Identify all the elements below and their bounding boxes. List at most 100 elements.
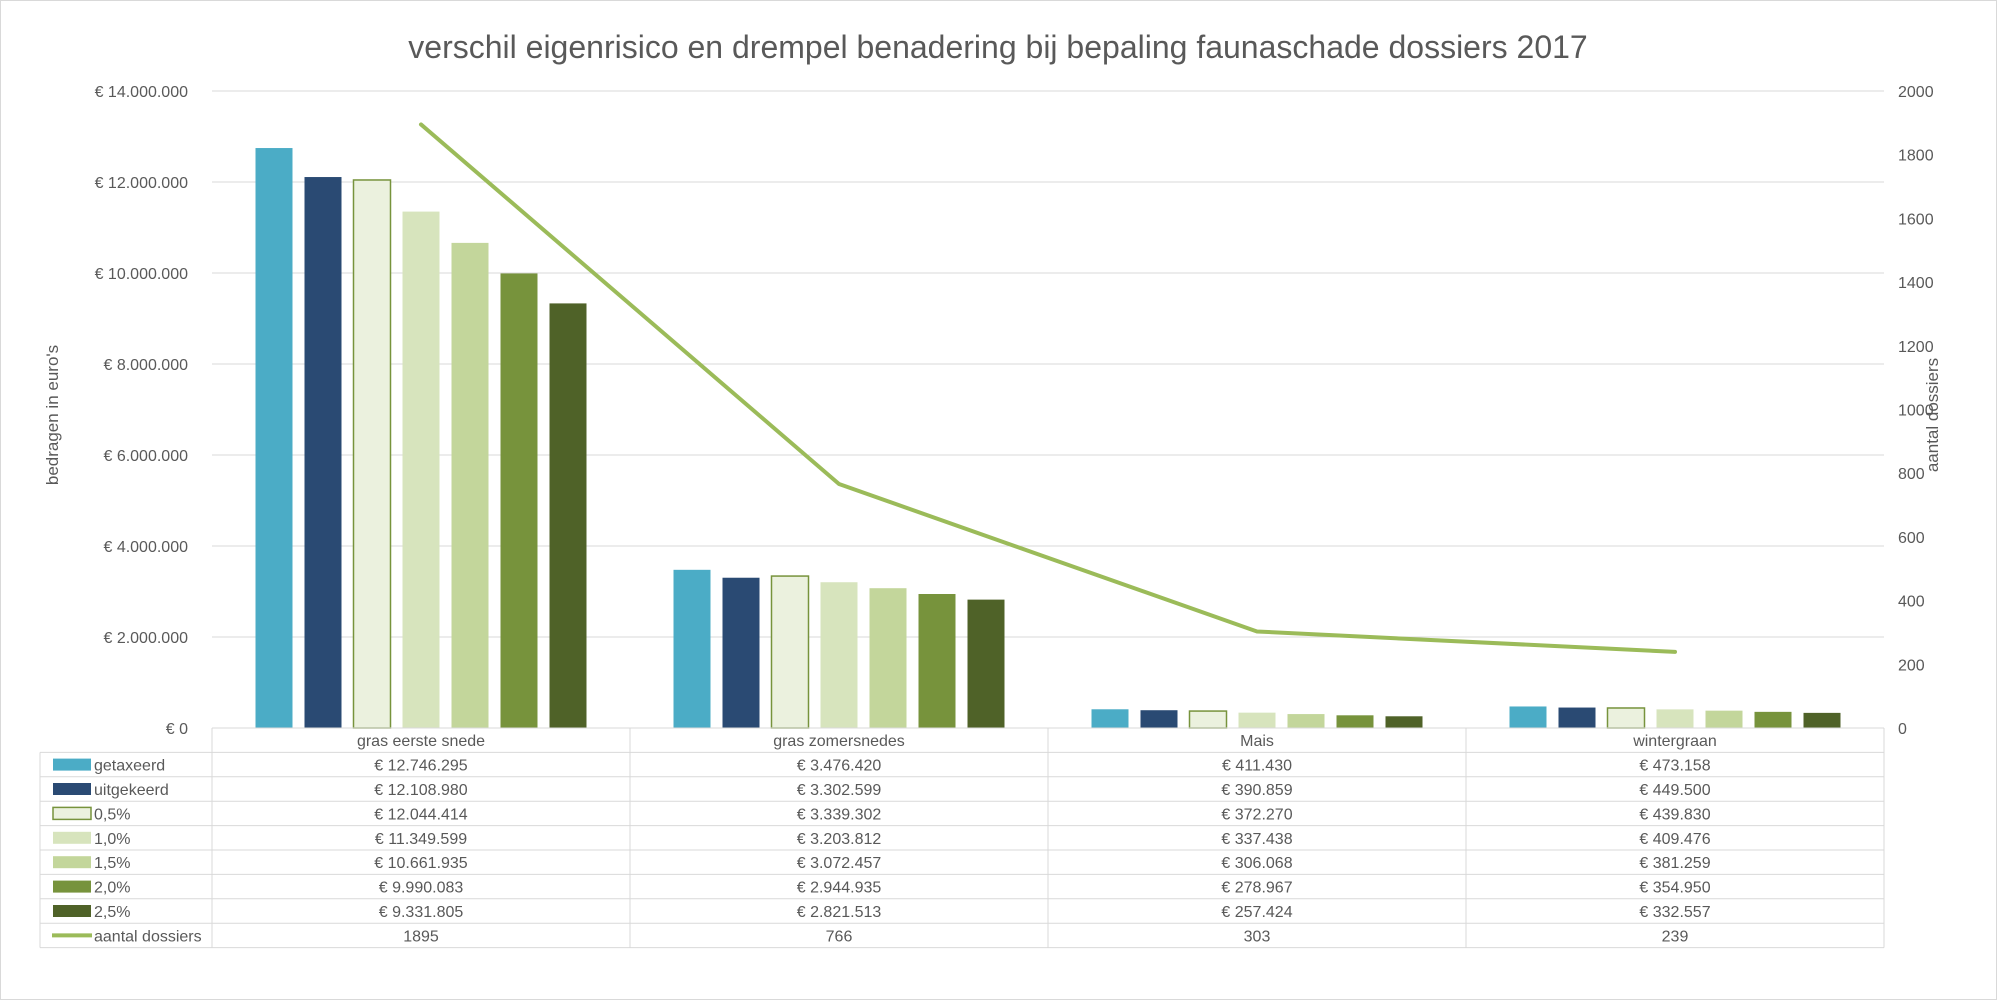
- legend-key: [53, 905, 91, 917]
- bar: [1754, 711, 1792, 728]
- bar: [1803, 712, 1841, 728]
- legend-entry: 2,0%: [94, 880, 130, 897]
- secondary-y-axis-ticks: 0 200 400 600 800 1000 1200 1400 1600 1800 2000: [1898, 84, 1934, 738]
- data-label: € 332.557: [1639, 904, 1710, 921]
- bar: [451, 242, 489, 728]
- data-table: gras eerste snede gras zomersnedes Mais win…: [39, 727, 1885, 949]
- data-label: € 257.424: [1221, 904, 1292, 921]
- data-label: € 381.259: [1639, 855, 1710, 872]
- legend-entry: uitgekeerd: [94, 782, 169, 799]
- data-label: € 3.203.812: [797, 831, 882, 848]
- secondary-y-tick-label: 200: [1898, 657, 1925, 674]
- secondary-y-tick-label: 1600: [1898, 211, 1934, 228]
- category-label: gras zomersnedes: [773, 733, 905, 750]
- bar: [1091, 709, 1129, 728]
- data-label: € 11.349.599: [375, 831, 467, 848]
- y-tick-label: € 10.000.000: [95, 266, 189, 283]
- bar: [918, 594, 956, 728]
- data-label: € 411.430: [1222, 758, 1292, 775]
- bar: [722, 577, 760, 728]
- bar: [1140, 710, 1178, 728]
- secondary-y-tick-label: 1000: [1898, 403, 1934, 420]
- y-tick-label: € 0: [166, 721, 188, 738]
- data-label: € 10.661.935: [374, 855, 468, 872]
- line-series: [419, 122, 1677, 654]
- category-label: Mais: [1240, 733, 1274, 750]
- secondary-y-tick-label: 600: [1898, 530, 1925, 547]
- data-label: 303: [1244, 928, 1271, 945]
- data-label: € 409.476: [1639, 831, 1710, 848]
- y-tick-label: € 6.000.000: [103, 448, 188, 465]
- y-tick-label: € 12.000.000: [95, 175, 189, 192]
- data-label: € 473.158: [1639, 758, 1710, 775]
- secondary-y-tick-label: 400: [1898, 594, 1925, 611]
- chart-title: verschil eigenrisico en drempel benaderi…: [408, 29, 1587, 65]
- legend-key: [53, 783, 91, 795]
- bar: [967, 599, 1005, 728]
- category-label: gras eerste snede: [357, 733, 485, 750]
- legend-entry: 2,5%: [94, 904, 130, 921]
- y-tick-label: € 4.000.000: [103, 539, 188, 556]
- bar: [1188, 710, 1228, 729]
- bar: [1336, 715, 1374, 728]
- y-tick-label: € 14.000.000: [95, 84, 189, 101]
- bar: [500, 273, 538, 728]
- data-label: € 449.500: [1639, 782, 1710, 799]
- legend-entry: getaxeerd: [94, 758, 165, 775]
- bar: [549, 303, 587, 728]
- bar: [820, 582, 858, 728]
- secondary-y-tick-label: 0: [1898, 721, 1907, 738]
- data-label: 239: [1662, 928, 1689, 945]
- dossier-line: [419, 122, 1677, 654]
- legend-entry: 1,0%: [94, 831, 130, 848]
- data-label: € 3.072.457: [797, 855, 882, 872]
- secondary-y-axis-label: aantal dossiers: [1923, 358, 1942, 472]
- bar: [770, 575, 810, 729]
- data-label: € 337.438: [1221, 831, 1292, 848]
- data-label: € 12.108.980: [374, 782, 468, 799]
- y-axis-ticks: € 0 € 2.000.000 € 4.000.000 € 6.000.000 € 8.…: [95, 84, 189, 738]
- y-tick-label: € 2.000.000: [103, 630, 188, 647]
- bar: [1606, 707, 1646, 729]
- legend-key: [53, 831, 91, 844]
- legend-key: [53, 880, 91, 893]
- bar: [1287, 714, 1325, 728]
- bar: [1705, 710, 1743, 728]
- data-label: € 278.967: [1221, 880, 1292, 897]
- data-label: € 354.950: [1639, 880, 1710, 897]
- data-label: € 390.859: [1221, 782, 1292, 799]
- legend-key: [52, 806, 92, 821]
- data-label: € 9.331.805: [379, 904, 464, 921]
- bar: [869, 588, 907, 728]
- data-label: € 439.830: [1639, 806, 1710, 823]
- bars: [255, 148, 1841, 729]
- data-label: € 3.302.599: [797, 782, 882, 799]
- secondary-y-tick-label: 1200: [1898, 339, 1934, 356]
- bar: [304, 177, 342, 729]
- data-label: € 2.821.513: [797, 904, 882, 921]
- data-label: € 12.044.414: [374, 806, 468, 823]
- legend-key: [53, 758, 91, 771]
- bar: [352, 179, 392, 729]
- data-label: € 3.339.302: [797, 806, 882, 823]
- secondary-y-tick-label: 800: [1898, 466, 1925, 483]
- data-label: € 306.068: [1221, 855, 1292, 872]
- secondary-y-tick-label: 1800: [1898, 148, 1934, 165]
- category-label: wintergraan: [1632, 733, 1717, 750]
- data-label: € 2.944.935: [797, 880, 882, 897]
- secondary-y-tick-label: 2000: [1898, 84, 1934, 101]
- data-label: € 9.990.083: [379, 880, 464, 897]
- bar: [1558, 707, 1596, 728]
- data-label: 1895: [403, 928, 439, 945]
- bar: [1656, 709, 1694, 728]
- data-label: € 3.476.420: [797, 758, 882, 775]
- secondary-y-tick-label: 1400: [1898, 275, 1934, 292]
- data-label: € 372.270: [1221, 806, 1292, 823]
- legend-entry: aantal dossiers: [94, 928, 202, 945]
- bar: [1385, 716, 1423, 728]
- bar: [402, 211, 440, 728]
- legend-entry: 1,5%: [94, 855, 130, 872]
- data-label: € 12.746.295: [374, 758, 468, 775]
